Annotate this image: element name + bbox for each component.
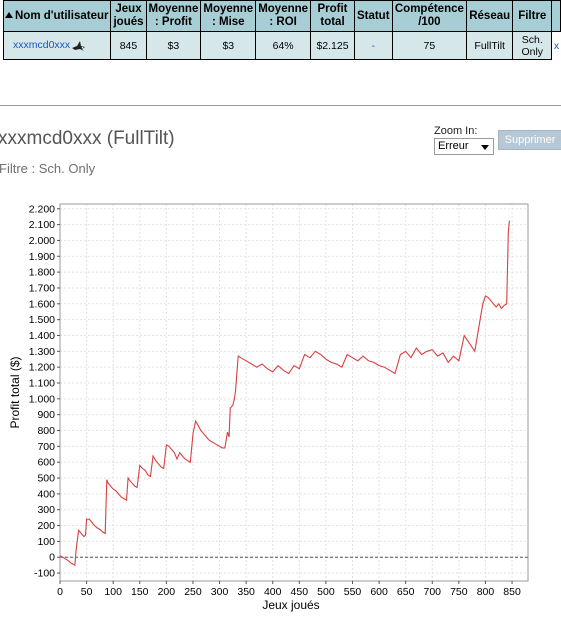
x-tick-label: 800 <box>477 586 495 598</box>
y-tick-label: 1.200 <box>29 362 55 374</box>
y-tick-label: 2.200 <box>29 203 55 215</box>
header-username[interactable]: Nom d'utilisateur <box>2 0 112 32</box>
cell-avg-stake: $3 <box>200 31 257 60</box>
cell-username: xxxmcd0xxx <box>2 31 112 60</box>
profit-series-line <box>59 220 510 567</box>
y-tick-label: 100 <box>37 536 55 548</box>
header-status[interactable]: Statut <box>353 0 393 32</box>
x-tick-label: 100 <box>104 586 122 598</box>
y-tick-label: 800 <box>37 425 55 437</box>
x-tick-label: 0 <box>57 586 63 598</box>
cell-skill: 75 <box>391 31 468 60</box>
y-tick-label: 1.600 <box>29 298 55 310</box>
player-stats-table: Nom d'utilisateur Jeux joués Moyenne: Pro… <box>2 0 561 60</box>
header-games-played[interactable]: Jeux joués <box>110 0 147 32</box>
x-tick-label: 300 <box>211 586 229 598</box>
y-tick-label: 700 <box>37 441 55 453</box>
y-tick-label: 1.800 <box>29 267 55 279</box>
x-axis-label: Jeux joués <box>262 598 319 612</box>
x-tick-label: 350 <box>237 586 255 598</box>
zoom-select-value: Erreur <box>438 140 469 152</box>
cell-avg-roi: 64% <box>255 31 312 60</box>
x-tick-label: 250 <box>184 586 202 598</box>
table-row: xxxmcd0xxx 845 $3 $3 64% $2.125 - 75 Ful… <box>2 31 561 60</box>
y-tick-label: 0 <box>49 552 55 564</box>
table-header-row: Nom d'utilisateur Jeux joués Moyenne: Pro… <box>2 0 561 32</box>
x-tick-label: 650 <box>397 586 415 598</box>
section-divider <box>0 105 561 106</box>
y-tick-label: 300 <box>37 504 55 516</box>
x-tick-label: 700 <box>424 586 442 598</box>
y-tick-label: 400 <box>37 488 55 500</box>
shark-icon <box>72 40 86 51</box>
cell-remove: x <box>551 31 561 60</box>
y-tick-label: 1.100 <box>29 377 55 389</box>
y-tick-label: 1.500 <box>29 314 55 326</box>
cell-avg-profit: $3 <box>145 31 202 60</box>
zoom-label: Zoom In: <box>434 125 478 137</box>
username-link[interactable]: xxxmcd0xxx <box>13 39 71 52</box>
cell-filter: Sch. Only <box>512 31 553 60</box>
header-skill[interactable]: Compétence/100 <box>391 0 468 32</box>
y-tick-label: 500 <box>37 473 55 485</box>
zoom-select[interactable]: Erreur <box>434 138 494 155</box>
page-title: xxxmcd0xxx (FullTilt) <box>0 128 175 149</box>
remove-player-link[interactable]: x <box>553 39 560 52</box>
x-tick-label: 500 <box>317 586 335 598</box>
delete-button[interactable]: Supprimer <box>498 130 561 150</box>
cell-network: FullTilt <box>466 31 514 60</box>
x-tick-label: 750 <box>450 586 468 598</box>
plot-area <box>60 204 528 581</box>
x-tick-label: 400 <box>264 586 282 598</box>
y-tick-label: 200 <box>37 520 55 532</box>
header-network[interactable]: Réseau <box>466 0 514 32</box>
cell-games-played: 845 <box>110 31 147 60</box>
x-tick-label: 550 <box>344 586 362 598</box>
header-remove <box>551 0 561 32</box>
header-avg-stake[interactable]: Moyenne: Mise <box>200 0 257 32</box>
header-total-profit[interactable]: Profit total <box>310 0 355 32</box>
y-tick-label: 1.700 <box>29 282 55 294</box>
cell-status: - <box>353 31 393 60</box>
filter-label: Filtre : Sch. Only <box>0 161 96 176</box>
y-tick-label: 1.900 <box>29 251 55 263</box>
y-tick-label: -100 <box>34 568 55 580</box>
y-tick-label: 2.100 <box>29 219 55 231</box>
header-filter[interactable]: Filtre <box>512 0 553 32</box>
status-value: - <box>371 39 376 52</box>
plot-frame <box>59 203 529 582</box>
x-tick-label: 850 <box>503 586 521 598</box>
header-avg-profit[interactable]: Moyenne: Profit <box>145 0 202 32</box>
y-tick-label: 2.000 <box>29 235 55 247</box>
header-avg-roi[interactable]: Moyenne: ROI <box>255 0 312 32</box>
x-tick-label: 50 <box>81 586 93 598</box>
y-tick-label: 1.400 <box>29 330 55 342</box>
chevron-down-icon <box>481 145 489 150</box>
y-tick-label: 900 <box>37 409 55 421</box>
x-tick-label: 600 <box>370 586 388 598</box>
y-tick-label: 1.000 <box>29 393 55 405</box>
profit-chart: 0 50 100 150 200 250 300 350 400 450 500 550 600 650 7… <box>8 203 529 612</box>
y-tick-label: 1.300 <box>29 346 55 358</box>
x-tick-label: 200 <box>158 586 176 598</box>
y-axis-label: Profit total ($) <box>8 356 22 428</box>
x-tick-label: 150 <box>131 586 149 598</box>
x-tick-label: 450 <box>291 586 309 598</box>
sort-arrow-icon[interactable] <box>5 12 13 19</box>
y-tick-label: 600 <box>37 457 55 469</box>
cell-total-profit: $2.125 <box>310 31 355 60</box>
